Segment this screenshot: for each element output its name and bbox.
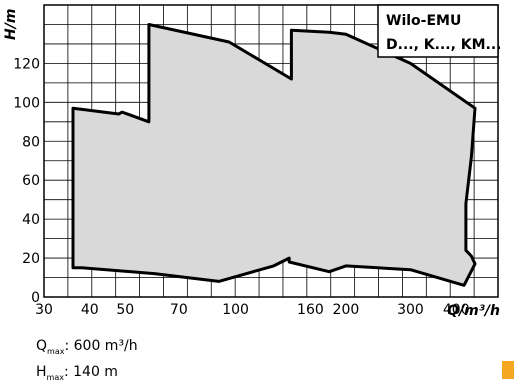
y-tick-label: 40	[22, 212, 40, 228]
x-tick-label: 100	[222, 302, 249, 318]
q-max-value: : 600 m³/h	[64, 338, 138, 354]
corner-accent-mark	[502, 361, 514, 379]
legend-subtitle: D..., K..., KM...	[386, 37, 502, 53]
x-tick-labels: 30 40 50 70 100 160 200 300 400	[35, 302, 470, 318]
q-max-label: Q	[36, 338, 48, 354]
x-tick-label: 50	[116, 302, 134, 318]
plot-frame	[43, 4, 499, 298]
y-tick-label: 0	[31, 290, 40, 306]
pump-specs: Qmax: 600 m³/h Hmax: 140 m	[36, 336, 138, 388]
legend-box: Wilo-EMU D..., K..., KM...	[377, 4, 502, 58]
x-tick-label: 200	[333, 302, 360, 318]
x-tick-label: 70	[170, 302, 188, 318]
x-tick-label: 160	[297, 302, 324, 318]
q-max-subscript: max	[47, 346, 65, 356]
h-max-subscript: max	[46, 372, 64, 382]
x-tick-label: 300	[397, 302, 424, 318]
h-max-label: H	[36, 363, 47, 380]
y-tick-label: 20	[22, 251, 40, 267]
y-tick-label: 80	[22, 134, 40, 150]
legend-box-frame	[377, 4, 499, 58]
q-max-spec: Qmax: 600 m³/h	[36, 336, 138, 362]
h-max-value: : 140 m	[63, 363, 118, 380]
x-tick-label: 30	[35, 302, 53, 318]
y-axis-unit-label: H/m	[3, 9, 19, 40]
legend-title: Wilo-EMU	[386, 13, 461, 29]
y-tick-labels: 0 20 40 60 80 100 120	[13, 56, 40, 306]
h-max-spec: Hmax: 140 m	[36, 362, 138, 388]
x-axis-unit-label: Q/m³/h	[447, 303, 500, 319]
x-tick-label: 400	[443, 302, 470, 318]
x-tick-label: 40	[81, 302, 99, 318]
performance-envelope-area	[71, 23, 477, 287]
y-tick-label: 100	[13, 95, 40, 111]
y-tick-label: 120	[13, 56, 40, 72]
y-tick-label: 60	[22, 173, 40, 189]
